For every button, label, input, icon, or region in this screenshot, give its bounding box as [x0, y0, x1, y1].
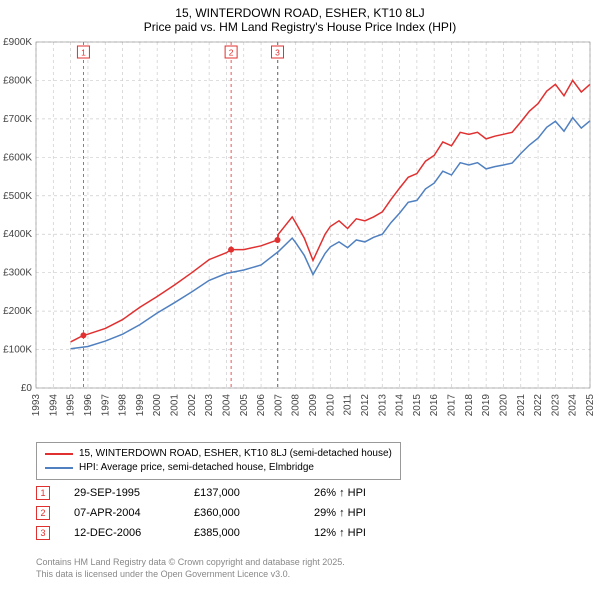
svg-text:1999: 1999 [135, 394, 146, 417]
svg-text:£900K: £900K [3, 38, 32, 48]
svg-text:£500K: £500K [3, 191, 32, 202]
event-row: 2 07-APR-2004£360,00029% ↑ HPI [36, 506, 404, 520]
svg-text:£300K: £300K [3, 268, 32, 279]
svg-text:2006: 2006 [256, 394, 267, 417]
price-chart: £0 £100K £200K £300K £400K £500K £600K £700K £80… [0, 38, 600, 440]
svg-text:2010: 2010 [325, 394, 336, 417]
svg-text:2023: 2023 [550, 394, 561, 417]
event-date: 29-SEP-1995 [74, 487, 194, 499]
title-line-1: 15, WINTERDOWN ROAD, ESHER, KT10 8LJ [0, 6, 600, 20]
svg-text:£400K: £400K [3, 229, 32, 240]
legend-swatch [45, 453, 73, 455]
legend-item: 15, WINTERDOWN ROAD, ESHER, KT10 8LJ (se… [45, 447, 392, 461]
event-marker: 1 [36, 486, 50, 500]
svg-text:£0: £0 [21, 383, 33, 394]
license-line-1: Contains HM Land Registry data © Crown c… [36, 556, 345, 568]
svg-text:1998: 1998 [118, 394, 129, 417]
event-row: 1 29-SEP-1995£137,00026% ↑ HPI [36, 486, 404, 500]
svg-text:£800K: £800K [3, 75, 32, 86]
event-price: £360,000 [194, 507, 314, 519]
event-row: 3 12-DEC-2006£385,00012% ↑ HPI [36, 526, 404, 540]
svg-text:2024: 2024 [568, 394, 579, 417]
event-date: 07-APR-2004 [74, 507, 194, 519]
event-marker: 2 [36, 506, 50, 520]
svg-text:£100K: £100K [3, 345, 32, 356]
title-line-2: Price paid vs. HM Land Registry's House … [0, 20, 600, 34]
license-text: Contains HM Land Registry data © Crown c… [36, 556, 345, 580]
svg-text:1996: 1996 [83, 394, 94, 417]
svg-text:1994: 1994 [48, 394, 59, 417]
svg-text:2001: 2001 [170, 394, 181, 417]
svg-text:2000: 2000 [152, 394, 163, 417]
legend-swatch [45, 467, 73, 469]
license-line-2: This data is licensed under the Open Gov… [36, 568, 345, 580]
svg-text:2020: 2020 [498, 394, 509, 417]
svg-text:2008: 2008 [291, 394, 302, 417]
svg-text:£200K: £200K [3, 306, 32, 317]
svg-text:2016: 2016 [429, 394, 440, 417]
svg-text:2003: 2003 [204, 394, 215, 417]
svg-text:1993: 1993 [31, 394, 42, 417]
events-table: 1 29-SEP-1995£137,00026% ↑ HPI 2 07-APR-200… [36, 486, 404, 546]
svg-text:2019: 2019 [481, 394, 492, 417]
title-block: 15, WINTERDOWN ROAD, ESHER, KT10 8LJ Pri… [0, 0, 600, 34]
svg-text:1995: 1995 [66, 394, 77, 417]
event-pct: 29% ↑ HPI [314, 507, 404, 519]
svg-text:2002: 2002 [187, 394, 198, 417]
svg-text:£600K: £600K [3, 152, 32, 163]
legend-label: 15, WINTERDOWN ROAD, ESHER, KT10 8LJ (se… [79, 447, 392, 461]
svg-text:2: 2 [229, 48, 234, 58]
event-pct: 26% ↑ HPI [314, 487, 404, 499]
svg-text:2004: 2004 [221, 394, 232, 417]
svg-text:2018: 2018 [464, 394, 475, 417]
event-price: £385,000 [194, 527, 314, 539]
svg-text:2009: 2009 [308, 394, 319, 417]
event-price: £137,000 [194, 487, 314, 499]
svg-text:2021: 2021 [516, 394, 527, 417]
svg-text:2007: 2007 [273, 394, 284, 417]
svg-text:3: 3 [275, 48, 280, 58]
svg-text:2012: 2012 [360, 394, 371, 417]
event-pct: 12% ↑ HPI [314, 527, 404, 539]
legend-item: HPI: Average price, semi-detached house,… [45, 461, 392, 475]
svg-text:2014: 2014 [395, 394, 406, 417]
svg-text:1: 1 [81, 48, 86, 58]
svg-text:2015: 2015 [412, 394, 423, 417]
legend-label: HPI: Average price, semi-detached house,… [79, 461, 314, 475]
svg-text:2005: 2005 [239, 394, 250, 417]
chart-container: 15, WINTERDOWN ROAD, ESHER, KT10 8LJ Pri… [0, 0, 600, 590]
svg-text:2013: 2013 [377, 394, 388, 417]
event-date: 12-DEC-2006 [74, 527, 194, 539]
svg-text:2022: 2022 [533, 394, 544, 417]
svg-text:£700K: £700K [3, 114, 32, 125]
svg-text:2025: 2025 [585, 394, 596, 417]
svg-text:2011: 2011 [343, 394, 354, 416]
svg-text:1997: 1997 [100, 394, 111, 417]
legend: 15, WINTERDOWN ROAD, ESHER, KT10 8LJ (se… [36, 442, 401, 480]
event-marker: 3 [36, 526, 50, 540]
svg-text:2017: 2017 [447, 394, 458, 417]
